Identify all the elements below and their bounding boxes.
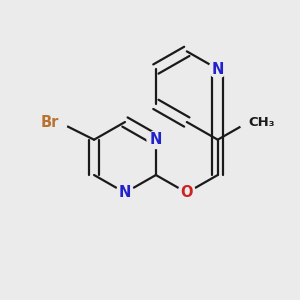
Circle shape — [240, 113, 257, 131]
Circle shape — [209, 60, 226, 78]
Circle shape — [50, 113, 68, 131]
Text: Br: Br — [40, 115, 59, 130]
Circle shape — [178, 184, 196, 202]
Circle shape — [116, 184, 134, 202]
Text: CH₃: CH₃ — [249, 116, 275, 128]
Text: O: O — [181, 185, 193, 200]
Text: N: N — [212, 61, 224, 76]
Circle shape — [147, 131, 165, 148]
Text: N: N — [119, 185, 131, 200]
Text: N: N — [150, 132, 162, 147]
